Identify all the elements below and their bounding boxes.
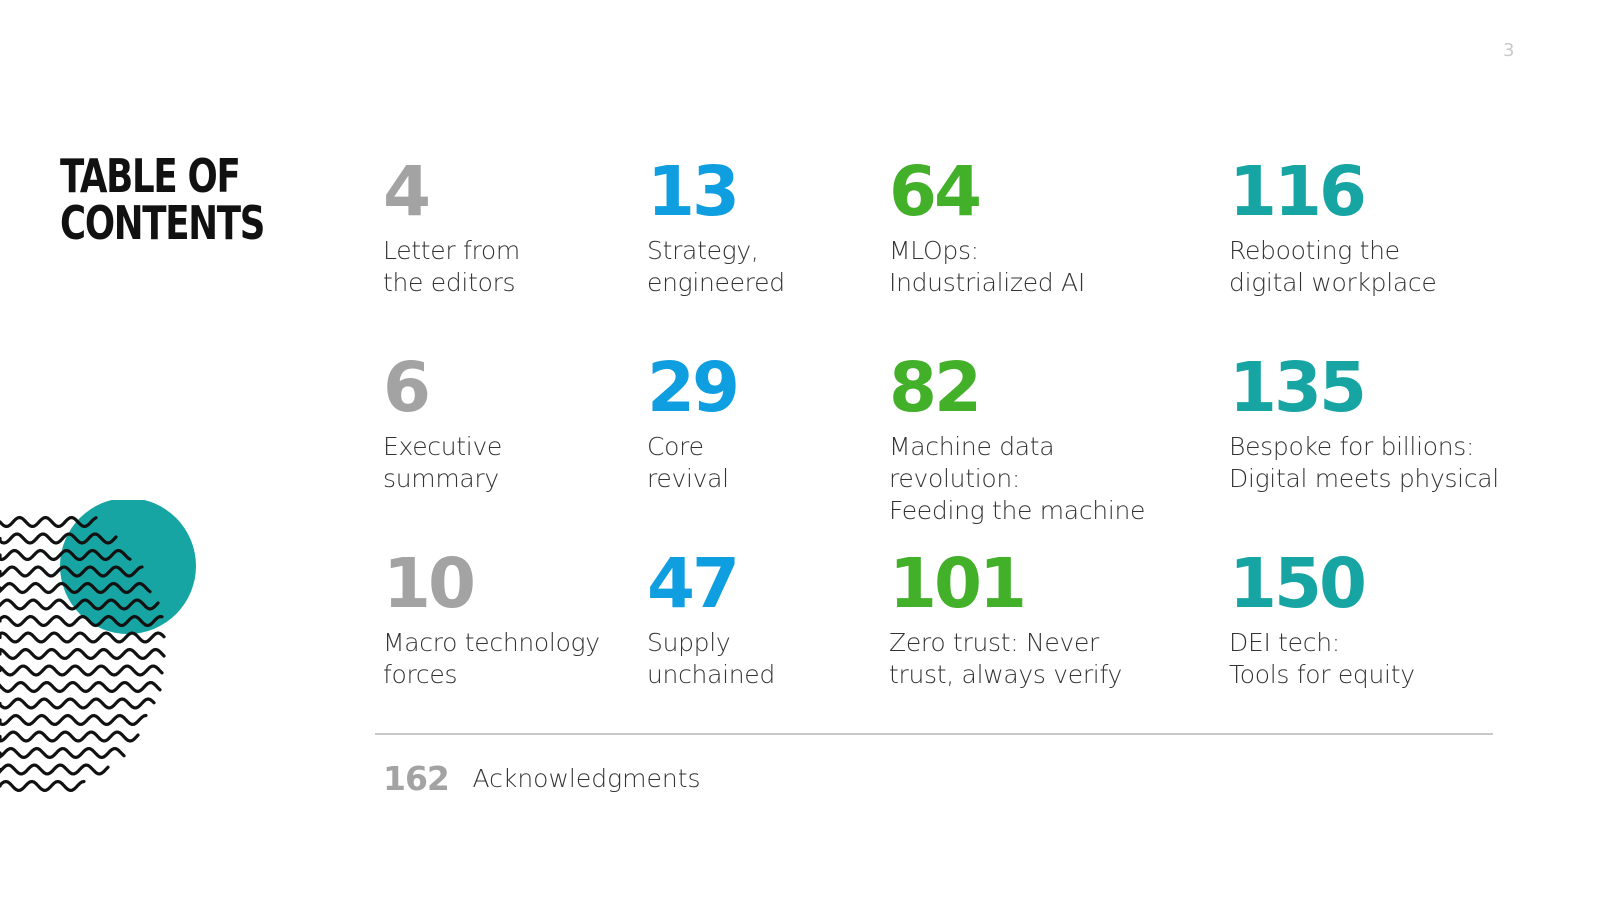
toc-entry-rebooting-digital-workplace[interactable]: 116 Rebooting the digital workplace — [1229, 157, 1529, 299]
entry-page-number: 47 — [647, 544, 740, 624]
decor-wave-line — [0, 680, 162, 694]
entry-page-number: 150 — [1229, 544, 1367, 624]
entry-title: Machine data revolution: Feeding the mac… — [889, 432, 1146, 525]
entry-page-number: 82 — [889, 348, 982, 428]
decor-wave-line — [0, 763, 110, 776]
decor-wave-line — [0, 548, 132, 562]
toc-entry-executive-summary[interactable]: 6 Executive summary — [383, 353, 683, 495]
entry-page-number: 162 — [383, 759, 450, 798]
entry-title: Rebooting the digital workplace — [1229, 236, 1437, 297]
decor-wave-line — [0, 532, 118, 545]
toc-entry-bespoke-for-billions[interactable]: 135 Bespoke for billions: Digital meets … — [1229, 353, 1529, 495]
entry-title: Core revival — [647, 432, 729, 493]
decor-wave-line — [0, 565, 144, 578]
page-title-line-2: CONTENTS — [60, 196, 265, 250]
page-title-line-1: TABLE OF — [60, 149, 241, 203]
toc-entry-supply-unchained[interactable]: 47 Supply unchained — [647, 549, 947, 691]
toc-entry-mlops[interactable]: 64 MLOps: Industrialized AI — [889, 157, 1189, 299]
entry-page-number: 64 — [889, 152, 982, 232]
decor-wave-line — [0, 598, 160, 611]
toc-entry-acknowledgments[interactable]: 162 Acknowledgments — [383, 760, 701, 798]
decor-circle — [60, 500, 196, 634]
decorative-wave-circle-graphic — [0, 500, 196, 793]
entry-page-number: 6 — [383, 348, 431, 428]
page-title: TABLE OF CONTENTS — [60, 149, 265, 250]
toc-entry-macro-technology-forces[interactable]: 10 Macro technology forces — [383, 549, 683, 691]
entry-title: Supply unchained — [647, 628, 775, 689]
decor-wave-line — [0, 515, 98, 529]
decor-wave-line — [0, 647, 166, 661]
entry-title: Bespoke for billions: Digital meets phys… — [1229, 432, 1499, 493]
entry-title: Zero trust: Never trust, always verify — [889, 628, 1123, 689]
toc-entry-machine-data-revolution[interactable]: 82 Machine data revolution: Feeding the … — [889, 353, 1189, 527]
entry-title: Macro technology forces — [383, 628, 600, 689]
decor-wave-line — [0, 664, 164, 677]
decor-waves — [0, 515, 166, 793]
decor-wave-line — [0, 746, 126, 760]
entry-title: Strategy, engineered — [647, 236, 785, 297]
entry-page-number: 116 — [1229, 152, 1367, 232]
decor-wave-line — [0, 697, 156, 710]
decor-wave-line — [0, 581, 152, 595]
decor-wave-line — [0, 730, 140, 743]
page-number: 3 — [1503, 40, 1515, 61]
decor-wave-line — [0, 614, 164, 628]
toc-entry-dei-tech[interactable]: 150 DEI tech: Tools for equity — [1229, 549, 1529, 691]
decor-wave-line — [0, 713, 148, 727]
toc-entry-core-revival[interactable]: 29 Core revival — [647, 353, 947, 495]
section-divider — [375, 733, 1493, 735]
entry-page-number: 4 — [383, 152, 431, 232]
entry-page-number: 135 — [1229, 348, 1367, 428]
entry-page-number: 29 — [647, 348, 740, 428]
entry-page-number: 10 — [383, 544, 476, 624]
decor-wave-line — [0, 631, 166, 644]
entry-title: Letter from the editors — [383, 236, 520, 297]
toc-entry-zero-trust[interactable]: 101 Zero trust: Never trust, always veri… — [889, 549, 1189, 691]
toc-entry-strategy-engineered[interactable]: 13 Strategy, engineered — [647, 157, 947, 299]
decor-wave-line — [0, 779, 86, 793]
toc-entry-letter-from-editors[interactable]: 4 Letter from the editors — [383, 157, 683, 299]
entry-title: DEI tech: Tools for equity — [1229, 628, 1415, 689]
entry-title: MLOps: Industrialized AI — [889, 236, 1085, 297]
entry-title: Executive summary — [383, 432, 503, 493]
entry-page-number: 13 — [647, 152, 740, 232]
entry-title: Acknowledgments — [472, 764, 701, 793]
entry-page-number: 101 — [889, 544, 1027, 624]
